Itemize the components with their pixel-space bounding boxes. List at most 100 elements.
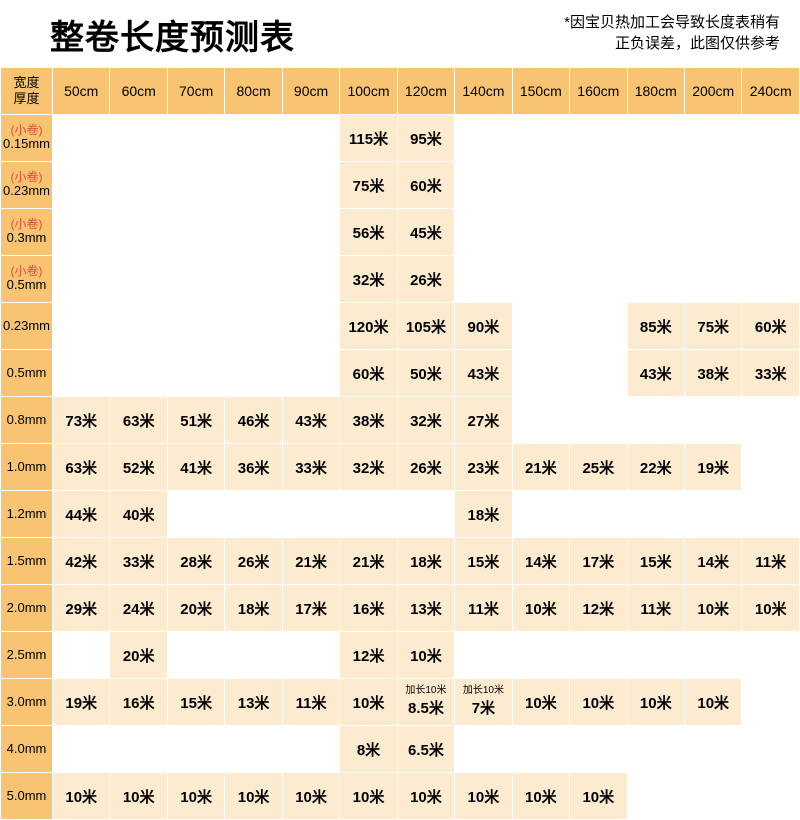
table-cell: 85米 [627, 303, 684, 350]
column-header: 120cm [397, 68, 454, 115]
table-cell [570, 397, 627, 444]
table-cell: 12米 [570, 585, 627, 632]
table-cell [570, 162, 627, 209]
table-cell [282, 115, 339, 162]
table-cell [627, 256, 684, 303]
table-cell: 10米 [53, 773, 110, 820]
table-cell: 11米 [627, 585, 684, 632]
table-cell [455, 162, 512, 209]
table-cell [167, 209, 224, 256]
table-cell [570, 632, 627, 679]
table-cell [455, 256, 512, 303]
column-header: 150cm [512, 68, 569, 115]
table-cell [742, 444, 800, 491]
table-cell: 10米 [627, 679, 684, 726]
column-header: 180cm [627, 68, 684, 115]
row-header: 2.5mm [1, 632, 53, 679]
table-cell: 32米 [340, 444, 397, 491]
table-cell: 60米 [742, 303, 800, 350]
table-cell [282, 209, 339, 256]
table-cell: 加长10米8.5米 [397, 679, 454, 726]
table-cell [512, 303, 569, 350]
table-cell: 8米 [340, 726, 397, 773]
table-cell: 38米 [340, 397, 397, 444]
table-cell: 43米 [627, 350, 684, 397]
table-cell [570, 256, 627, 303]
row-header: (小卷)0.5mm [1, 256, 53, 303]
table-cell [742, 115, 800, 162]
table-cell [110, 726, 167, 773]
table-cell: 32米 [340, 256, 397, 303]
table-cell: 46米 [225, 397, 282, 444]
table-cell: 28米 [167, 538, 224, 585]
row-header: 3.0mm [1, 679, 53, 726]
column-header: 90cm [282, 68, 339, 115]
table-cell: 11米 [742, 538, 800, 585]
table-cell: 60米 [340, 350, 397, 397]
table-cell: 10米 [167, 773, 224, 820]
table-cell [110, 303, 167, 350]
table-cell: 56米 [340, 209, 397, 256]
table-cell [627, 632, 684, 679]
table-cell [742, 632, 800, 679]
table-cell: 10米 [110, 773, 167, 820]
table-cell: 43米 [282, 397, 339, 444]
table-cell: 16米 [340, 585, 397, 632]
table-cell: 13米 [397, 585, 454, 632]
table-cell [570, 209, 627, 256]
table-cell: 10米 [282, 773, 339, 820]
table-cell [684, 726, 741, 773]
table-cell [53, 350, 110, 397]
table-cell [627, 491, 684, 538]
table-cell [225, 491, 282, 538]
table-cell [397, 491, 454, 538]
table-cell [627, 726, 684, 773]
table-cell [167, 350, 224, 397]
table-cell [627, 162, 684, 209]
table-cell [53, 303, 110, 350]
table-cell: 19米 [684, 444, 741, 491]
table-cell: 115米 [340, 115, 397, 162]
table-cell: 41米 [167, 444, 224, 491]
table-cell [110, 256, 167, 303]
table-cell: 10米 [512, 773, 569, 820]
table-cell: 10米 [512, 679, 569, 726]
table-cell: 27米 [455, 397, 512, 444]
row-header: 5.0mm [1, 773, 53, 820]
table-cell: 15米 [167, 679, 224, 726]
row-header: (小卷)0.23mm [1, 162, 53, 209]
table-cell [110, 350, 167, 397]
column-header: 240cm [742, 68, 800, 115]
row-header: 1.5mm [1, 538, 53, 585]
table-cell [455, 115, 512, 162]
table-cell: 20米 [167, 585, 224, 632]
column-header: 50cm [53, 68, 110, 115]
table-cell [53, 632, 110, 679]
table-cell [282, 632, 339, 679]
table-cell: 105米 [397, 303, 454, 350]
corner-header: 宽度 厚度 [1, 68, 53, 115]
table-cell [570, 350, 627, 397]
table-cell [684, 162, 741, 209]
table-cell [53, 726, 110, 773]
table-cell: 13米 [225, 679, 282, 726]
column-header: 70cm [167, 68, 224, 115]
table-cell [627, 773, 684, 820]
table-cell [225, 256, 282, 303]
table-cell: 21米 [340, 538, 397, 585]
table-cell: 36米 [225, 444, 282, 491]
table-cell [512, 162, 569, 209]
note-line: *因宝贝热加工会导致长度表稍有 [564, 12, 780, 33]
table-cell: 90米 [455, 303, 512, 350]
row-header: 0.8mm [1, 397, 53, 444]
table-cell [455, 632, 512, 679]
table-cell: 73米 [53, 397, 110, 444]
table-cell: 12米 [340, 632, 397, 679]
table-cell [225, 632, 282, 679]
table-cell: 60米 [397, 162, 454, 209]
table-cell [110, 209, 167, 256]
table-cell: 10米 [455, 773, 512, 820]
page-title: 整卷长度预测表 [50, 10, 295, 59]
row-header: 0.5mm [1, 350, 53, 397]
table-cell [684, 632, 741, 679]
